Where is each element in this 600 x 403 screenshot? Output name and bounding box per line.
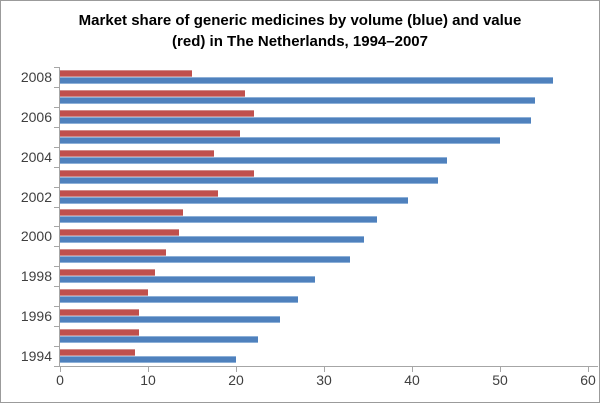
year-row-2004	[60, 147, 598, 167]
year-row-2002	[60, 187, 598, 207]
year-row-1996	[60, 306, 598, 326]
x-axis-label-60: 60	[580, 372, 596, 388]
value-bar-2002	[60, 189, 219, 197]
volume-bar-1994	[60, 355, 236, 363]
volume-bar-2008	[60, 77, 553, 84]
y-axis-label-2002: 2002	[20, 188, 52, 205]
volume-bar-2006	[60, 116, 531, 124]
volume-bar-2007	[60, 96, 536, 104]
y-axis-tick	[54, 106, 60, 108]
x-axis-line	[59, 366, 598, 367]
x-axis-tick-60	[588, 367, 589, 372]
value-bar-2003	[60, 169, 254, 177]
volume-bar-2005	[60, 136, 500, 144]
chart-title: Market share of generic medicines by vol…	[1, 10, 599, 52]
x-axis-label-40: 40	[404, 372, 420, 388]
y-axis-tick	[54, 366, 60, 367]
volume-bar-1996	[60, 316, 280, 324]
value-bar-2005	[60, 129, 241, 137]
y-axis-label-1996: 1996	[20, 308, 52, 325]
y-axis-tick	[54, 126, 60, 128]
x-axis-tick-20	[236, 367, 237, 372]
x-axis-label-50: 50	[492, 372, 508, 388]
value-bar-2007	[60, 89, 245, 97]
y-axis-label-1998: 1998	[20, 268, 52, 285]
value-bar-2006	[60, 109, 254, 117]
year-row-2001	[60, 206, 598, 226]
value-bar-2004	[60, 149, 214, 157]
volume-bar-2001	[60, 216, 377, 224]
value-bar-2000	[60, 229, 179, 237]
year-row-1995	[60, 326, 598, 346]
year-row-2007	[60, 87, 598, 107]
volume-bar-1999	[60, 256, 351, 264]
y-axis-tick	[54, 206, 60, 208]
x-axis-label-20: 20	[228, 372, 244, 388]
volume-bar-2004	[60, 156, 448, 164]
value-bar-1996	[60, 309, 140, 317]
year-row-1997	[60, 286, 598, 306]
y-axis-label-2000: 2000	[20, 228, 52, 245]
y-axis-tick	[54, 346, 60, 348]
year-row-2006	[60, 107, 598, 127]
volume-bar-2000	[60, 236, 364, 244]
chart-title-line1: Market share of generic medicines by vol…	[78, 12, 522, 29]
x-axis-tick-40	[412, 367, 413, 372]
x-axis-label-30: 30	[316, 372, 332, 388]
volume-bar-2002	[60, 196, 408, 204]
y-axis-label-2008: 2008	[20, 68, 52, 85]
y-axis-tick	[54, 186, 60, 188]
value-bar-1997	[60, 289, 148, 297]
volume-bar-1997	[60, 296, 298, 304]
year-row-2008	[60, 67, 598, 87]
x-axis-tick-30	[324, 367, 325, 372]
x-axis-label-0: 0	[56, 372, 64, 388]
year-row-2000	[60, 226, 598, 246]
value-bar-1998	[60, 269, 156, 277]
year-row-2005	[60, 127, 598, 147]
y-axis-line	[59, 67, 60, 367]
y-axis-tick	[54, 306, 60, 308]
y-axis-tick	[54, 246, 60, 248]
value-bar-1994	[60, 348, 135, 356]
y-axis-tick	[54, 146, 60, 148]
plot-area	[60, 67, 598, 366]
chart-title-line2: (red) in The Netherlands, 1994–2007	[172, 33, 428, 50]
y-axis-tick	[54, 166, 60, 168]
value-bar-2001	[60, 209, 184, 217]
year-row-1999	[60, 246, 598, 266]
year-row-1994	[60, 346, 598, 366]
y-axis-tick	[54, 86, 60, 88]
y-axis-label-2006: 2006	[20, 108, 52, 125]
value-bar-2008	[60, 70, 192, 77]
volume-bar-1998	[60, 276, 316, 284]
y-axis-tick	[54, 266, 60, 268]
value-bar-1995	[60, 328, 140, 336]
y-axis-label-1994: 1994	[20, 348, 52, 365]
y-axis-tick	[54, 67, 60, 68]
y-axis-tick	[54, 226, 60, 228]
y-axis-tick	[54, 326, 60, 328]
y-axis-tick	[54, 286, 60, 288]
year-row-2003	[60, 167, 598, 187]
x-axis-tick-10	[148, 367, 149, 372]
volume-bar-1995	[60, 335, 258, 343]
value-bar-1999	[60, 249, 166, 257]
y-axis-label-2004: 2004	[20, 148, 52, 165]
x-axis-tick-50	[500, 367, 501, 372]
year-row-1998	[60, 266, 598, 286]
volume-bar-2003	[60, 176, 439, 184]
x-axis-label-10: 10	[140, 372, 156, 388]
x-axis-tick-0	[60, 367, 61, 372]
